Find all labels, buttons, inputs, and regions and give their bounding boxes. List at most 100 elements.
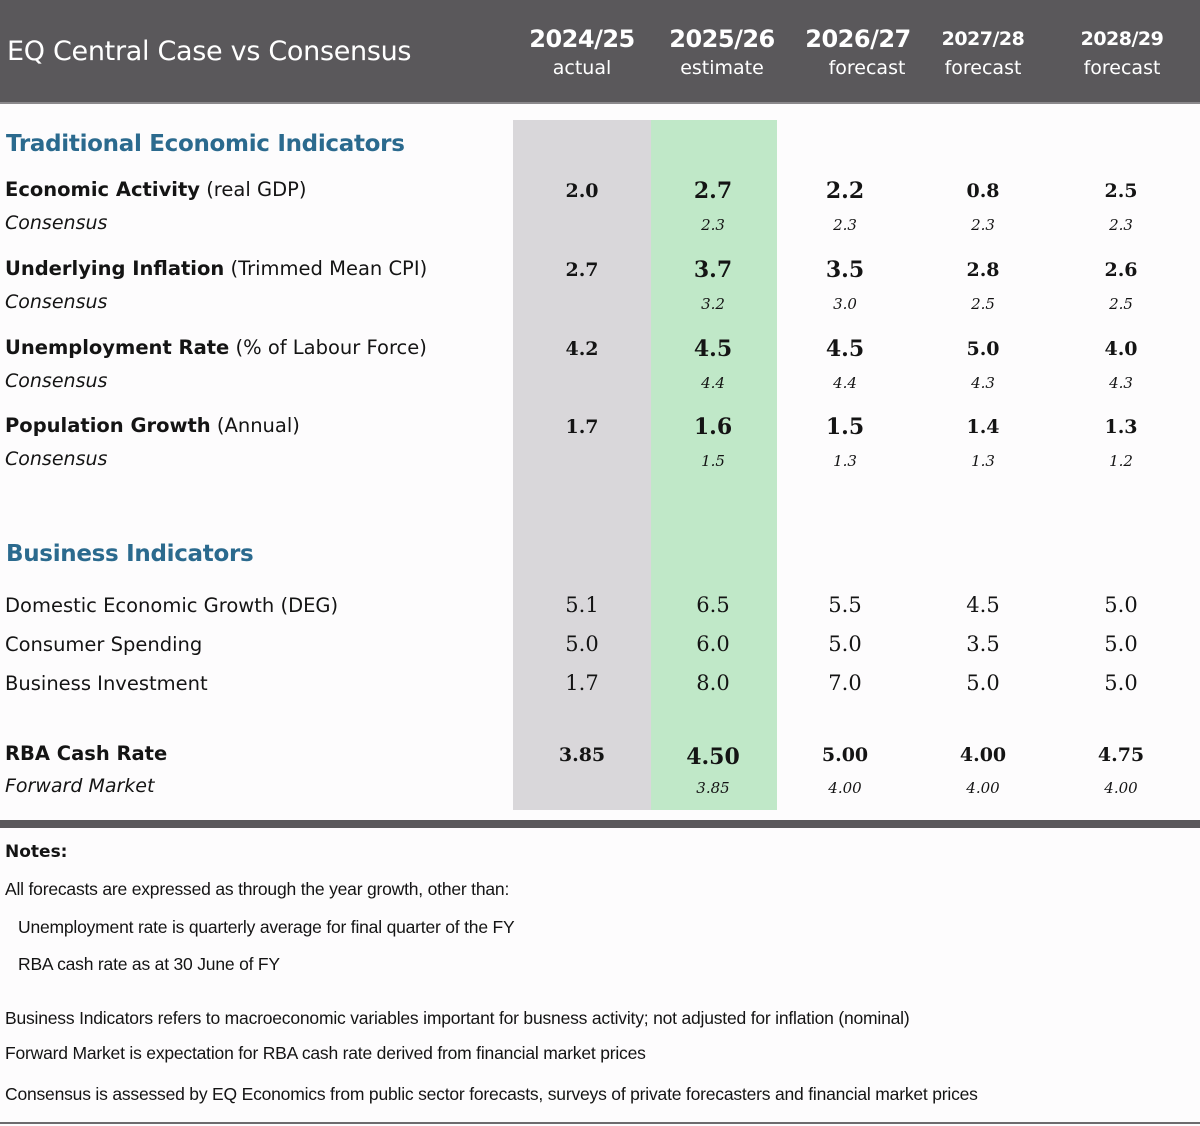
value-cell: 4.2: [565, 338, 599, 360]
column-header-2026-27: 2026/27 forecast: [788, 24, 928, 82]
value-cell: 6.0: [696, 632, 730, 656]
value-cell: 3.7: [693, 257, 733, 283]
row-label: Population Growth (Annual): [5, 414, 300, 437]
value-cell: 4.0: [1104, 338, 1138, 360]
row-label-rba-cash-rate: RBA Cash Rate: [5, 742, 168, 765]
row-label-note: (Annual): [210, 414, 300, 437]
table-divider: [0, 820, 1200, 828]
value-cell: 5.0: [1104, 632, 1138, 656]
value-cell: 4.5: [966, 593, 1000, 617]
consensus-cell: 2.3: [1109, 216, 1133, 234]
consensus-cell: 1.2: [1109, 452, 1133, 470]
value-cell: 1.7: [565, 416, 599, 438]
value-cell: 4.5: [693, 336, 733, 362]
consensus-cell: 4.3: [971, 374, 995, 392]
row-label: Domestic Economic Growth (DEG): [5, 594, 339, 617]
row-sublabel-consensus: Consensus: [5, 448, 108, 470]
value-cell: 6.5: [696, 593, 730, 617]
note-line: Forward Market is expectation for RBA ca…: [5, 1043, 646, 1063]
row-label-main: Economic Activity: [5, 178, 200, 201]
value-cell: 1.6: [693, 414, 733, 440]
value-cell: 1.4: [966, 416, 1000, 438]
value-cell: 2.7: [565, 259, 599, 281]
value-cell: 5.0: [966, 671, 1000, 695]
column-header-2024-25: 2024/25 actual: [512, 24, 652, 82]
consensus-cell: 3.2: [701, 295, 725, 313]
notes-title: Notes:: [5, 842, 68, 862]
value-cell: 1.7: [565, 671, 599, 695]
row-label-main: Unemployment Rate: [5, 336, 230, 359]
column-kind: estimate: [680, 57, 764, 79]
value-cell: 2.7: [693, 178, 733, 204]
value-cell: 8.0: [696, 671, 730, 695]
consensus-cell: 2.3: [701, 216, 725, 234]
row-label-note: (real GDP): [200, 178, 307, 201]
cash-rate-cell: 4.00: [959, 744, 1007, 766]
value-cell: 1.3: [1104, 416, 1138, 438]
consensus-cell: 1.5: [701, 452, 725, 470]
cash-rate-cell: 3.85: [558, 744, 606, 766]
value-cell: 2.2: [825, 178, 865, 204]
column-header-2025-26: 2025/26 estimate: [652, 24, 792, 82]
consensus-cell: 4.3: [1109, 374, 1133, 392]
row-label: Business Investment: [5, 672, 208, 695]
value-cell: 2.8: [966, 259, 1000, 281]
note-line: All forecasts are expressed as through t…: [5, 879, 510, 899]
section-title-traditional: Traditional Economic Indicators: [6, 131, 405, 157]
column-kind: forecast: [1083, 57, 1161, 79]
row-label: Consumer Spending: [5, 633, 203, 656]
consensus-cell: 4.4: [833, 374, 857, 392]
value-cell: 3.5: [966, 632, 1000, 656]
value-cell: 2.0: [565, 180, 599, 202]
column-header-2028-29: 2028/29 forecast: [1052, 24, 1192, 82]
column-kind: forecast: [828, 57, 906, 79]
value-cell: 1.5: [825, 414, 865, 440]
note-line: RBA cash rate as at 30 June of FY: [18, 954, 280, 974]
value-cell: 3.5: [825, 257, 865, 283]
column-year: 2027/28: [941, 28, 1025, 50]
note-line: Consensus is assessed by EQ Economics fr…: [5, 1084, 978, 1104]
actual-column-band: [513, 120, 651, 810]
column-year: 2025/26: [669, 25, 775, 53]
value-cell: 7.0: [828, 671, 862, 695]
note-line: Business Indicators refers to macroecono…: [5, 1008, 910, 1028]
value-cell: 5.0: [828, 632, 862, 656]
value-cell: 5.0: [1104, 671, 1138, 695]
column-year: 2026/27: [805, 25, 911, 53]
column-header-2027-28: 2027/28 forecast: [913, 24, 1053, 82]
consensus-cell: 4.4: [701, 374, 725, 392]
value-cell: 2.5: [1104, 180, 1138, 202]
value-cell: 2.6: [1104, 259, 1138, 281]
consensus-cell: 2.3: [833, 216, 857, 234]
value-cell: 0.8: [966, 180, 1000, 202]
consensus-cell: 2.3: [971, 216, 995, 234]
row-label-main: Underlying Inflation: [5, 257, 225, 280]
value-cell: 5.5: [828, 593, 862, 617]
estimate-column-band: [651, 120, 777, 810]
column-year: 2028/29: [1080, 28, 1164, 50]
note-line: Unemployment rate is quarterly average f…: [18, 917, 515, 937]
value-cell: 5.0: [565, 632, 599, 656]
row-label-note: (% of Labour Force): [229, 336, 427, 359]
cash-rate-cell: 4.75: [1097, 744, 1145, 766]
row-label: Underlying Inflation (Trimmed Mean CPI): [5, 257, 427, 280]
row-label: Economic Activity (real GDP): [5, 178, 306, 201]
column-kind: forecast: [944, 57, 1022, 79]
forward-market-cell: 4.00: [1104, 779, 1138, 797]
column-kind: actual: [552, 57, 612, 79]
row-label-main: Population Growth: [5, 414, 211, 437]
forward-market-cell: 4.00: [828, 779, 862, 797]
cash-rate-cell: 5.00: [821, 744, 869, 766]
value-cell: 4.5: [825, 336, 865, 362]
row-label-note: (Trimmed Mean CPI): [224, 257, 428, 280]
value-cell: 5.0: [1104, 593, 1138, 617]
bottom-rule: [0, 1122, 1200, 1124]
row-sublabel-consensus: Consensus: [5, 212, 108, 234]
consensus-cell: 1.3: [833, 452, 857, 470]
value-cell: 5.1: [565, 593, 599, 617]
row-label: Unemployment Rate (% of Labour Force): [5, 336, 427, 359]
consensus-cell: 1.3: [971, 452, 995, 470]
row-sublabel-consensus: Consensus: [5, 291, 108, 313]
section-title-business: Business Indicators: [6, 541, 254, 567]
column-year: 2024/25: [529, 25, 635, 53]
